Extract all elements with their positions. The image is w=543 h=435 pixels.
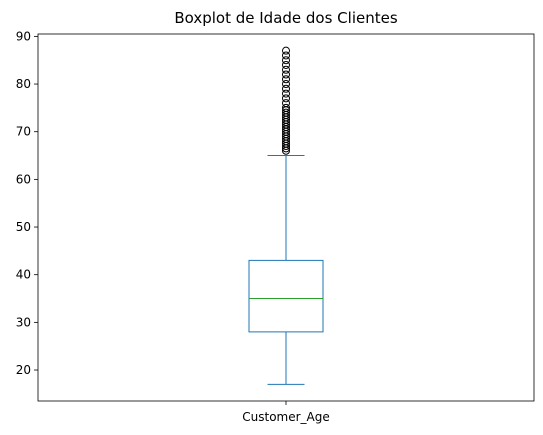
- y-tick-label: 20: [16, 363, 31, 377]
- y-tick-label: 70: [16, 125, 31, 139]
- outlier-point: [282, 70, 290, 79]
- plot-area: [248, 46, 324, 385]
- outlier-point: [282, 75, 290, 84]
- outlier-point: [282, 84, 290, 93]
- outlier-point: [282, 94, 290, 103]
- y-tick-label: 90: [16, 29, 31, 43]
- chart-title: Boxplot de Idade dos Clientes: [174, 9, 398, 27]
- outlier-point: [282, 60, 290, 69]
- outlier-point: [282, 99, 290, 108]
- iqr-box: [248, 259, 324, 333]
- outlier-point: [282, 46, 290, 55]
- outlier-point: [282, 65, 290, 74]
- outlier-point: [282, 103, 290, 112]
- outlier-point: [282, 51, 290, 60]
- outlier-point: [282, 108, 290, 117]
- outlier-point: [282, 89, 290, 98]
- outlier-point: [282, 80, 290, 89]
- y-tick-label: 40: [16, 268, 31, 282]
- y-tick-label: 60: [16, 172, 31, 186]
- y-tick-label: 30: [16, 315, 31, 329]
- x-tick-label: Customer_Age: [242, 410, 330, 424]
- outlier-point: [282, 56, 290, 65]
- y-tick-label: 50: [16, 220, 31, 234]
- axes: 20 30 40 50 60 70 80 90 Customer_Age: [16, 29, 535, 424]
- y-tick-label: 80: [16, 77, 31, 91]
